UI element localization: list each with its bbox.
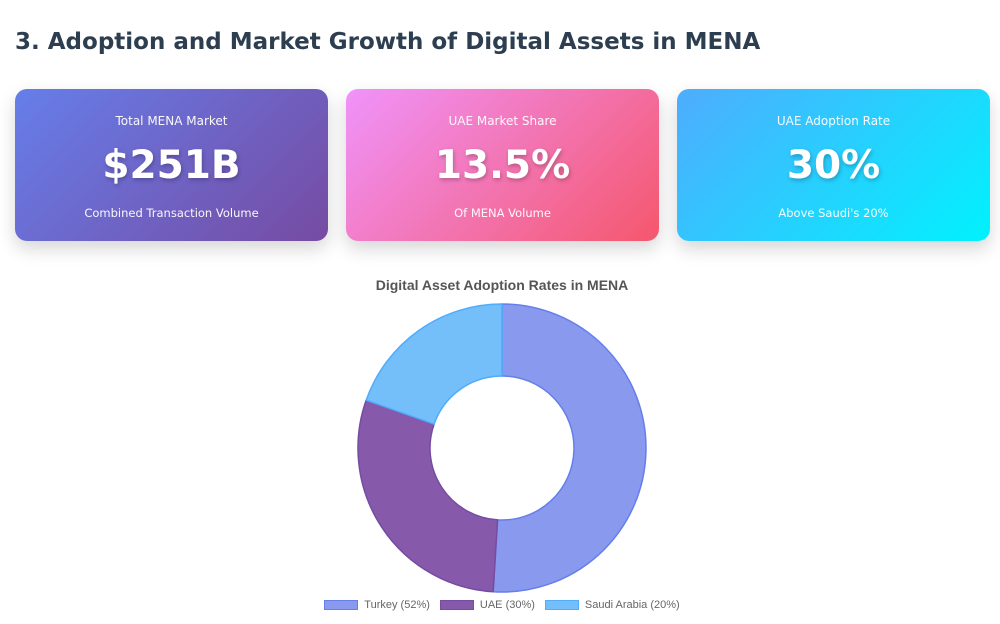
card-value: 13.5%: [434, 143, 571, 188]
card-label: UAE Market Share: [448, 114, 557, 128]
donut-slice-saudi-arabia[interactable]: [365, 303, 503, 425]
legend-label: Saudi Arabia (20%): [584, 599, 680, 611]
legend-item[interactable]: Saudi Arabia (20%): [544, 599, 680, 611]
uae-adoption-rate-card: UAE Adoption Rate 30% Above Saudi's 20%: [677, 89, 990, 241]
legend-item[interactable]: Turkey (52%): [324, 599, 430, 611]
card-label: Total MENA Market: [115, 114, 228, 128]
legend-label: Turkey (52%): [364, 599, 430, 611]
legend-swatch: [544, 600, 579, 610]
uae-market-share-card: UAE Market Share 13.5% Of MENA Volume: [346, 89, 659, 241]
legend-item[interactable]: UAE (30%): [439, 599, 535, 611]
legend-label: UAE (30%): [479, 599, 535, 611]
section-title: 3. Adoption and Market Growth of Digital…: [15, 29, 761, 55]
card-value: $251B: [102, 143, 241, 188]
card-subtitle: Combined Transaction Volume: [84, 206, 259, 220]
chart-title: Digital Asset Adoption Rates in MENA: [375, 277, 629, 293]
donut-slice-turkey[interactable]: [492, 303, 647, 593]
card-value: 30%: [786, 143, 881, 188]
chart-legend: Turkey (52%) UAE (30%) Saudi Arabia (20%…: [0, 599, 1000, 611]
adoption-donut-chart: [357, 303, 647, 593]
card-subtitle: Of MENA Volume: [454, 206, 551, 220]
legend-swatch: [439, 600, 474, 610]
card-subtitle: Above Saudi's 20%: [778, 206, 889, 220]
legend-swatch: [324, 600, 359, 610]
donut-slice-uae[interactable]: [357, 399, 499, 593]
card-label: UAE Adoption Rate: [776, 114, 891, 128]
total-market-card: Total MENA Market $251B Combined Transac…: [15, 89, 328, 241]
